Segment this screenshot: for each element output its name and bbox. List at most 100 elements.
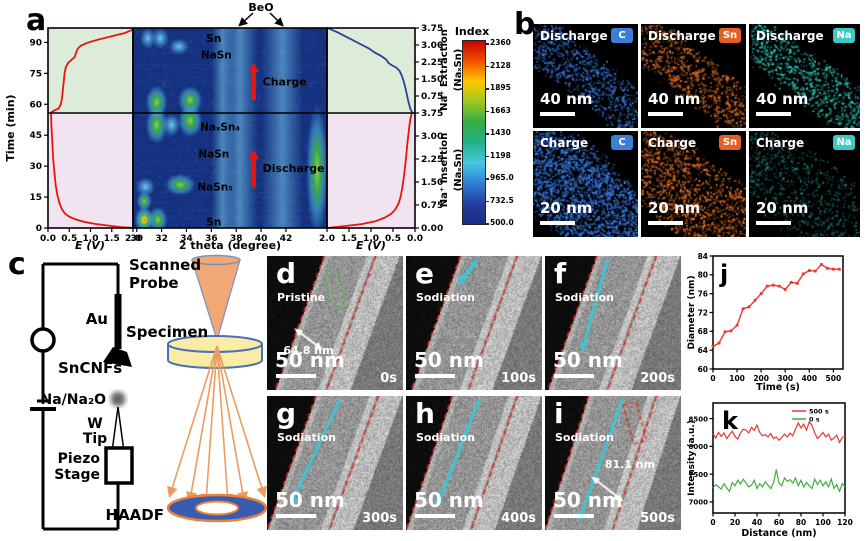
svg-text:1.0: 1.0	[363, 234, 379, 244]
svg-text:72: 72	[698, 308, 708, 317]
tem-image-canvas	[267, 256, 403, 390]
index-tick	[485, 155, 489, 157]
insertion-axis-title: Na⁺ Insertion	[439, 133, 450, 208]
reaction-direction-label: Charge	[263, 76, 307, 89]
svg-text:300: 300	[777, 374, 793, 383]
eds-state-label: Charge	[756, 136, 805, 150]
svg-text:0.5: 0.5	[61, 234, 77, 244]
svg-text:60: 60	[29, 100, 42, 110]
index-label: 2360	[490, 38, 511, 47]
scale-label: 20 nm	[648, 199, 701, 217]
time-stamp: 400s	[501, 511, 536, 526]
sncnfs-wedge	[103, 347, 132, 367]
time-stamp: 0s	[380, 371, 397, 386]
phase-label: Sn	[206, 33, 221, 45]
svg-text:0 s: 0 s	[809, 416, 820, 424]
svg-text:k: k	[722, 407, 739, 435]
tem-image-canvas	[406, 396, 542, 530]
svg-text:0.0: 0.0	[40, 234, 56, 244]
scanned-probe-label: Scanned	[129, 256, 201, 274]
svg-text:Distance (nm): Distance (nm)	[741, 528, 816, 539]
scale-bar	[276, 374, 316, 378]
right-xaxis-title: E (V)	[356, 239, 386, 252]
svg-text:500 s: 500 s	[809, 408, 829, 416]
au-label: Au	[86, 310, 108, 328]
svg-text:0.00: 0.00	[421, 224, 443, 234]
au-electrode	[114, 294, 122, 349]
time-axis-title: Time (min)	[4, 94, 17, 161]
index-tick	[485, 223, 489, 225]
extraction-axis-subtitle: (NaₓSn)	[453, 49, 464, 92]
svg-text:64: 64	[698, 346, 708, 355]
tem-frame-e: e Sodiation 50 nm 100s	[406, 256, 542, 390]
w-label: W	[87, 416, 102, 432]
svg-text:3.75: 3.75	[421, 109, 443, 119]
scale-bar	[415, 374, 455, 378]
element-badge: Na	[833, 135, 855, 150]
element-badge: Sn	[719, 135, 741, 150]
sncnfs-label: SnCNFs	[58, 359, 122, 377]
eds-state-label: Charge	[648, 136, 697, 150]
insertion-axis-subtitle: (NaₓSn)	[453, 149, 464, 192]
svg-text:2.0: 2.0	[319, 234, 335, 244]
state-label: Sodiation	[416, 291, 475, 304]
state-label: Sodiation	[416, 431, 475, 444]
scale-bar	[415, 514, 455, 518]
svg-text:45: 45	[29, 131, 42, 141]
svg-text:0.75: 0.75	[421, 201, 443, 211]
scale-label: 20 nm	[756, 199, 809, 217]
svg-text:3.00: 3.00	[421, 132, 443, 142]
svg-text:Time (s): Time (s)	[756, 382, 800, 393]
panel-label-g: g	[276, 397, 297, 430]
svg-text:68: 68	[698, 327, 708, 336]
measure-label: 81.1 nm	[604, 457, 656, 471]
index-colorbar	[462, 40, 486, 225]
phase-label: NaₓSn₄	[200, 121, 240, 133]
index-label: 965.0	[490, 173, 514, 182]
index-label: 1663	[490, 105, 511, 115]
index-label: 1198	[490, 150, 511, 160]
scale-bar	[648, 112, 683, 116]
scale-label: 50 nm	[553, 348, 623, 372]
scale-bar	[756, 221, 791, 225]
svg-text:80: 80	[796, 518, 806, 527]
scale-label: 20 nm	[540, 199, 593, 217]
tem-image-canvas	[545, 256, 681, 390]
svg-text:0.75: 0.75	[421, 92, 443, 102]
svg-text:1.5: 1.5	[104, 234, 120, 244]
scale-bar	[648, 221, 683, 225]
svg-text:60: 60	[698, 365, 708, 374]
panel-label-h: h	[415, 397, 435, 430]
reaction-direction-label: Discharge	[263, 162, 325, 175]
svg-text:1.5: 1.5	[341, 234, 357, 244]
state-label: Sodiation	[555, 291, 614, 304]
time-stamp: 200s	[640, 371, 675, 386]
scale-bar	[554, 374, 594, 378]
extraction-axis-title: Na⁺ Extraction	[439, 29, 450, 111]
eds-map-tile-charge-c: Charge C 20 nm	[533, 131, 638, 237]
svg-text:0: 0	[710, 374, 715, 383]
svg-text:90: 90	[29, 38, 42, 48]
index-tick	[485, 65, 489, 67]
panel-label-f: f	[554, 257, 567, 290]
scale-label: 50 nm	[275, 348, 345, 372]
svg-text:20: 20	[730, 518, 740, 527]
tem-frame-d: d Pristine 50 nm 0s 64.8 nm	[267, 256, 403, 390]
heatmap-xaxis-title: 2 theta (degree)	[179, 239, 281, 252]
state-label: Sodiation	[555, 431, 614, 444]
phase-label: Sn	[206, 216, 221, 228]
beo-label: BeO	[248, 1, 273, 14]
svg-text:76: 76	[698, 289, 708, 298]
svg-text:38: 38	[230, 234, 243, 244]
index-tick	[485, 43, 489, 45]
svg-text:8000: 8000	[689, 443, 709, 451]
circuit-wire	[41, 262, 120, 531]
svg-text:2.25: 2.25	[421, 58, 443, 68]
svg-text:120: 120	[837, 518, 853, 527]
index-bar-title: Index	[454, 25, 490, 38]
left-xaxis-title: E (V)	[75, 239, 105, 252]
svg-text:40: 40	[255, 234, 268, 244]
state-label: Sodiation	[277, 431, 336, 444]
eds-state-label: Discharge	[540, 29, 608, 43]
